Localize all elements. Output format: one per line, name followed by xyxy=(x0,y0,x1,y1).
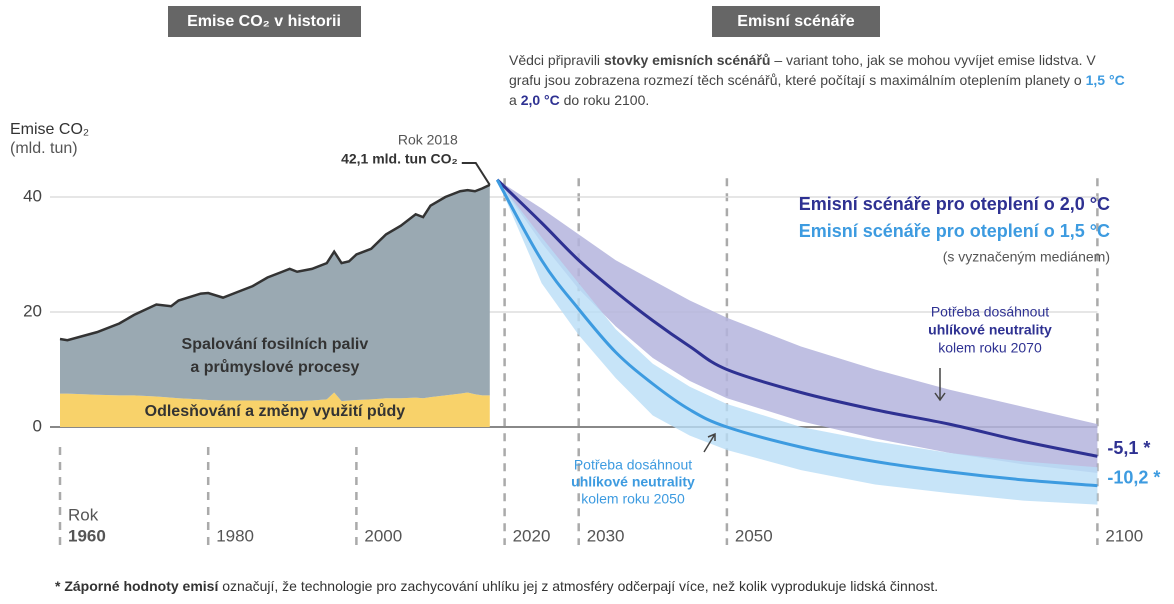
footnote: * Záporné hodnoty emisí označují, že tec… xyxy=(55,578,938,594)
x-tick-label: 2100 xyxy=(1105,526,1143,545)
y-label: Emise CO₂ xyxy=(10,121,89,138)
intro-bold: 2,0 °C xyxy=(520,92,560,108)
y-label: (mld. tun) xyxy=(10,140,78,157)
end-label: -5,1 * xyxy=(1107,438,1150,458)
area-label: Odlesňování a změny využití půdy xyxy=(145,403,406,420)
arrow xyxy=(934,368,946,402)
x-label: Rok xyxy=(68,505,99,524)
header: Emise CO₂ v historii xyxy=(187,13,341,30)
median-line xyxy=(496,178,1098,458)
note: kolem roku 2050 xyxy=(581,491,685,507)
header-box xyxy=(168,6,361,37)
intro-text: Vědci připravili xyxy=(509,52,604,68)
y-tick-label: 40 xyxy=(23,186,42,205)
annotation: Rok 2018 xyxy=(398,132,458,148)
intro-text: – variant toho, jak se mohou vyvíjet emi… xyxy=(509,52,1096,88)
x-tick-label: 2030 xyxy=(587,526,625,545)
scenario-band xyxy=(497,179,1098,505)
header: Emisní scénáře xyxy=(737,13,855,30)
legend-entry: Emisní scénáře pro oteplení o 1,5 °C xyxy=(799,221,1110,241)
y-tick-label: 20 xyxy=(23,301,42,320)
intro-bold: 1,5 °C xyxy=(1085,72,1125,88)
intro: Vědci připravili stovky emisních scénářů… xyxy=(509,50,1129,110)
header-box xyxy=(712,6,880,37)
footnote-bold: * Záporné hodnoty emisí xyxy=(55,578,219,594)
note: kolem roku 2070 xyxy=(938,340,1042,356)
arrow xyxy=(703,432,716,453)
scenario-band xyxy=(497,179,1098,473)
median-line xyxy=(495,179,1098,488)
annotation: 42,1 mld. tun CO₂ xyxy=(341,151,458,167)
area-label: Spalování fosilních paliv xyxy=(182,336,369,353)
history-area xyxy=(60,392,490,427)
x-tick-label: 1960 xyxy=(68,526,106,545)
note: uhlíkové neutrality xyxy=(571,474,695,490)
area-label: a průmyslové procesy xyxy=(190,359,359,376)
legend-entry: Emisní scénáře pro oteplení o 2,0 °C xyxy=(799,194,1110,214)
footnote-text: označují, že technologie pro zachycování… xyxy=(218,578,939,594)
note: Potřeba dosáhnout xyxy=(931,304,1049,320)
intro-bold: stovky emisních scénářů xyxy=(603,52,771,68)
y-tick-label: 0 xyxy=(33,416,42,435)
intro-text: a xyxy=(509,92,521,108)
end-label: -10,2 * xyxy=(1107,467,1160,487)
note: uhlíkové neutrality xyxy=(928,322,1052,338)
x-tick-label: 2050 xyxy=(735,526,773,545)
x-tick-label: 2000 xyxy=(364,526,402,545)
leader xyxy=(461,162,491,186)
x-tick-label: 2020 xyxy=(513,526,551,545)
note: Potřeba dosáhnout xyxy=(574,457,692,473)
intro-text: do roku 2100. xyxy=(559,92,650,108)
x-tick-label: 1980 xyxy=(216,526,254,545)
legend-note: (s vyznačeným mediánem) xyxy=(943,249,1110,265)
history-line xyxy=(59,183,491,342)
